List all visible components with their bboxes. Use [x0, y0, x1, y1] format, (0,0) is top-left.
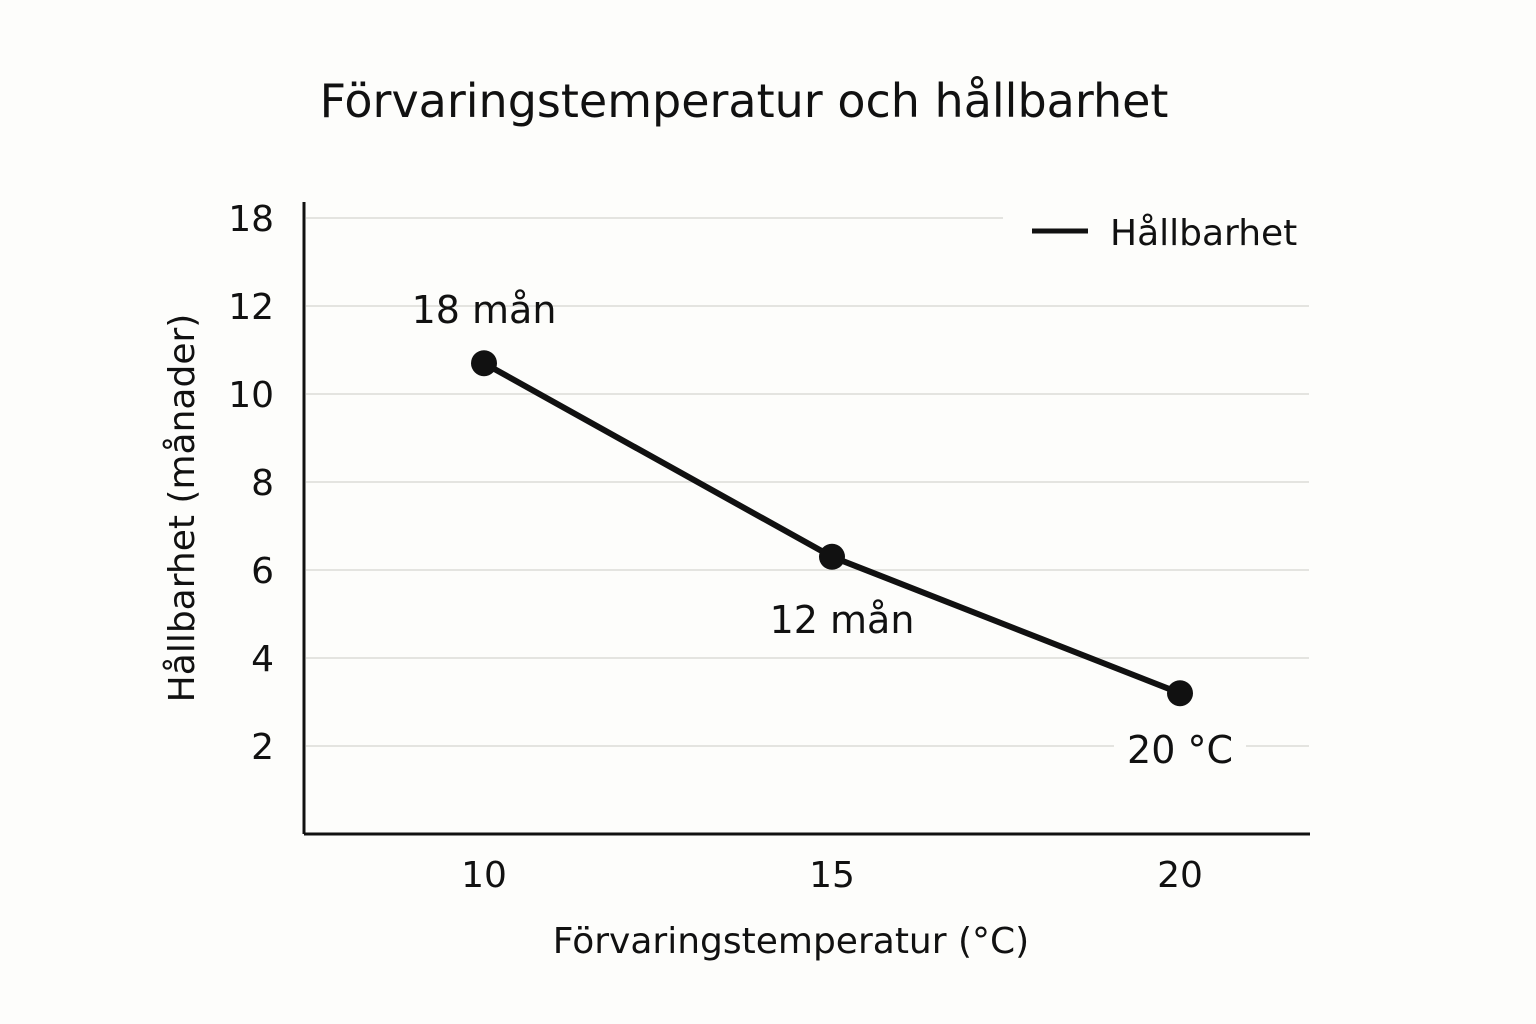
y-tick-label: 2: [251, 727, 274, 768]
y-axis-title: Hållbarhet (månader): [162, 314, 203, 703]
x-axis-title: Förvaringstemperatur (°C): [553, 921, 1029, 962]
y-tick-labels: 2 4 6 8 10 12 18: [228, 199, 274, 768]
data-label: 20 °C: [1127, 728, 1233, 772]
data-point: [819, 543, 845, 570]
chart-title: Förvaringstemperatur och hållbarhet: [319, 74, 1169, 128]
data-point: [471, 350, 497, 377]
y-tick-label: 12: [228, 287, 274, 328]
series: [471, 350, 1193, 707]
data-point: [1167, 680, 1193, 707]
data-labels: 18 mån 12 mån 20 °C: [412, 288, 1246, 774]
legend-label: Hållbarhet: [1110, 213, 1297, 254]
x-tick-label: 20: [1157, 855, 1203, 896]
x-tick-label: 15: [809, 855, 855, 896]
series-line: [482, 360, 1182, 696]
y-tick-label: 6: [251, 551, 274, 592]
x-tick-label: 10: [461, 855, 507, 896]
data-label: 18 mån: [412, 288, 557, 332]
legend: Hållbarhet: [1032, 213, 1297, 254]
data-label: 12 mån: [770, 598, 915, 642]
y-tick-label: 10: [228, 375, 274, 416]
x-tick-labels: 10 15 20: [461, 855, 1203, 896]
grid-lines: [306, 217, 1309, 747]
y-tick-label: 4: [251, 639, 274, 680]
y-tick-label: 18: [228, 199, 274, 240]
data-label-background: [1114, 725, 1246, 774]
axes: [302, 202, 1310, 836]
y-tick-label: 8: [251, 463, 274, 504]
